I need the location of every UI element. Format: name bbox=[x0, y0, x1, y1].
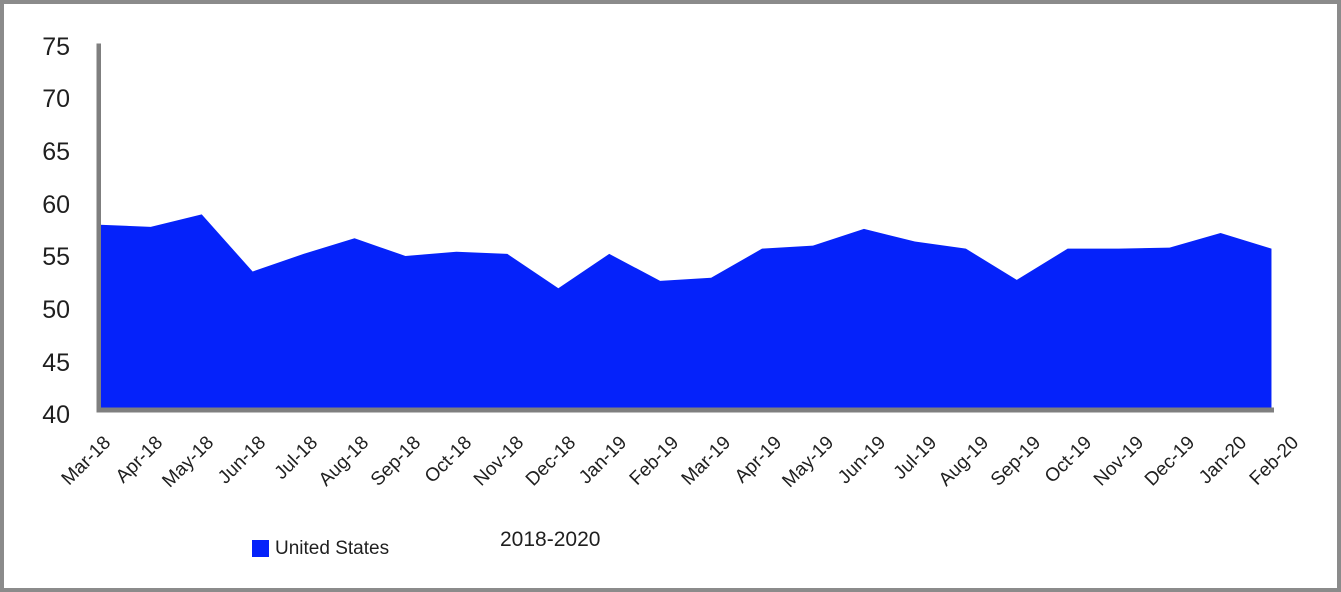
x-axis-line bbox=[96, 407, 1275, 413]
area-series-united-states bbox=[99, 214, 1272, 408]
y-tick-label-50: 50 bbox=[42, 296, 70, 324]
legend-label-united-states: United States bbox=[275, 538, 390, 559]
y-tick-label-60: 60 bbox=[42, 190, 70, 219]
date-range-annotation: 2018-2020 bbox=[500, 528, 601, 551]
y-tick-label-65: 65 bbox=[42, 137, 70, 166]
y-tick-label-45: 45 bbox=[42, 348, 70, 377]
y-axis-line bbox=[96, 43, 101, 413]
y-tick-label-40: 40 bbox=[42, 401, 70, 430]
plot-area bbox=[96, 43, 1275, 413]
legend-swatch-united-states bbox=[252, 540, 269, 557]
y-tick-label-75: 75 bbox=[42, 32, 70, 61]
y-tick-label-70: 70 bbox=[42, 85, 70, 114]
y-tick-label-55: 55 bbox=[42, 243, 70, 272]
